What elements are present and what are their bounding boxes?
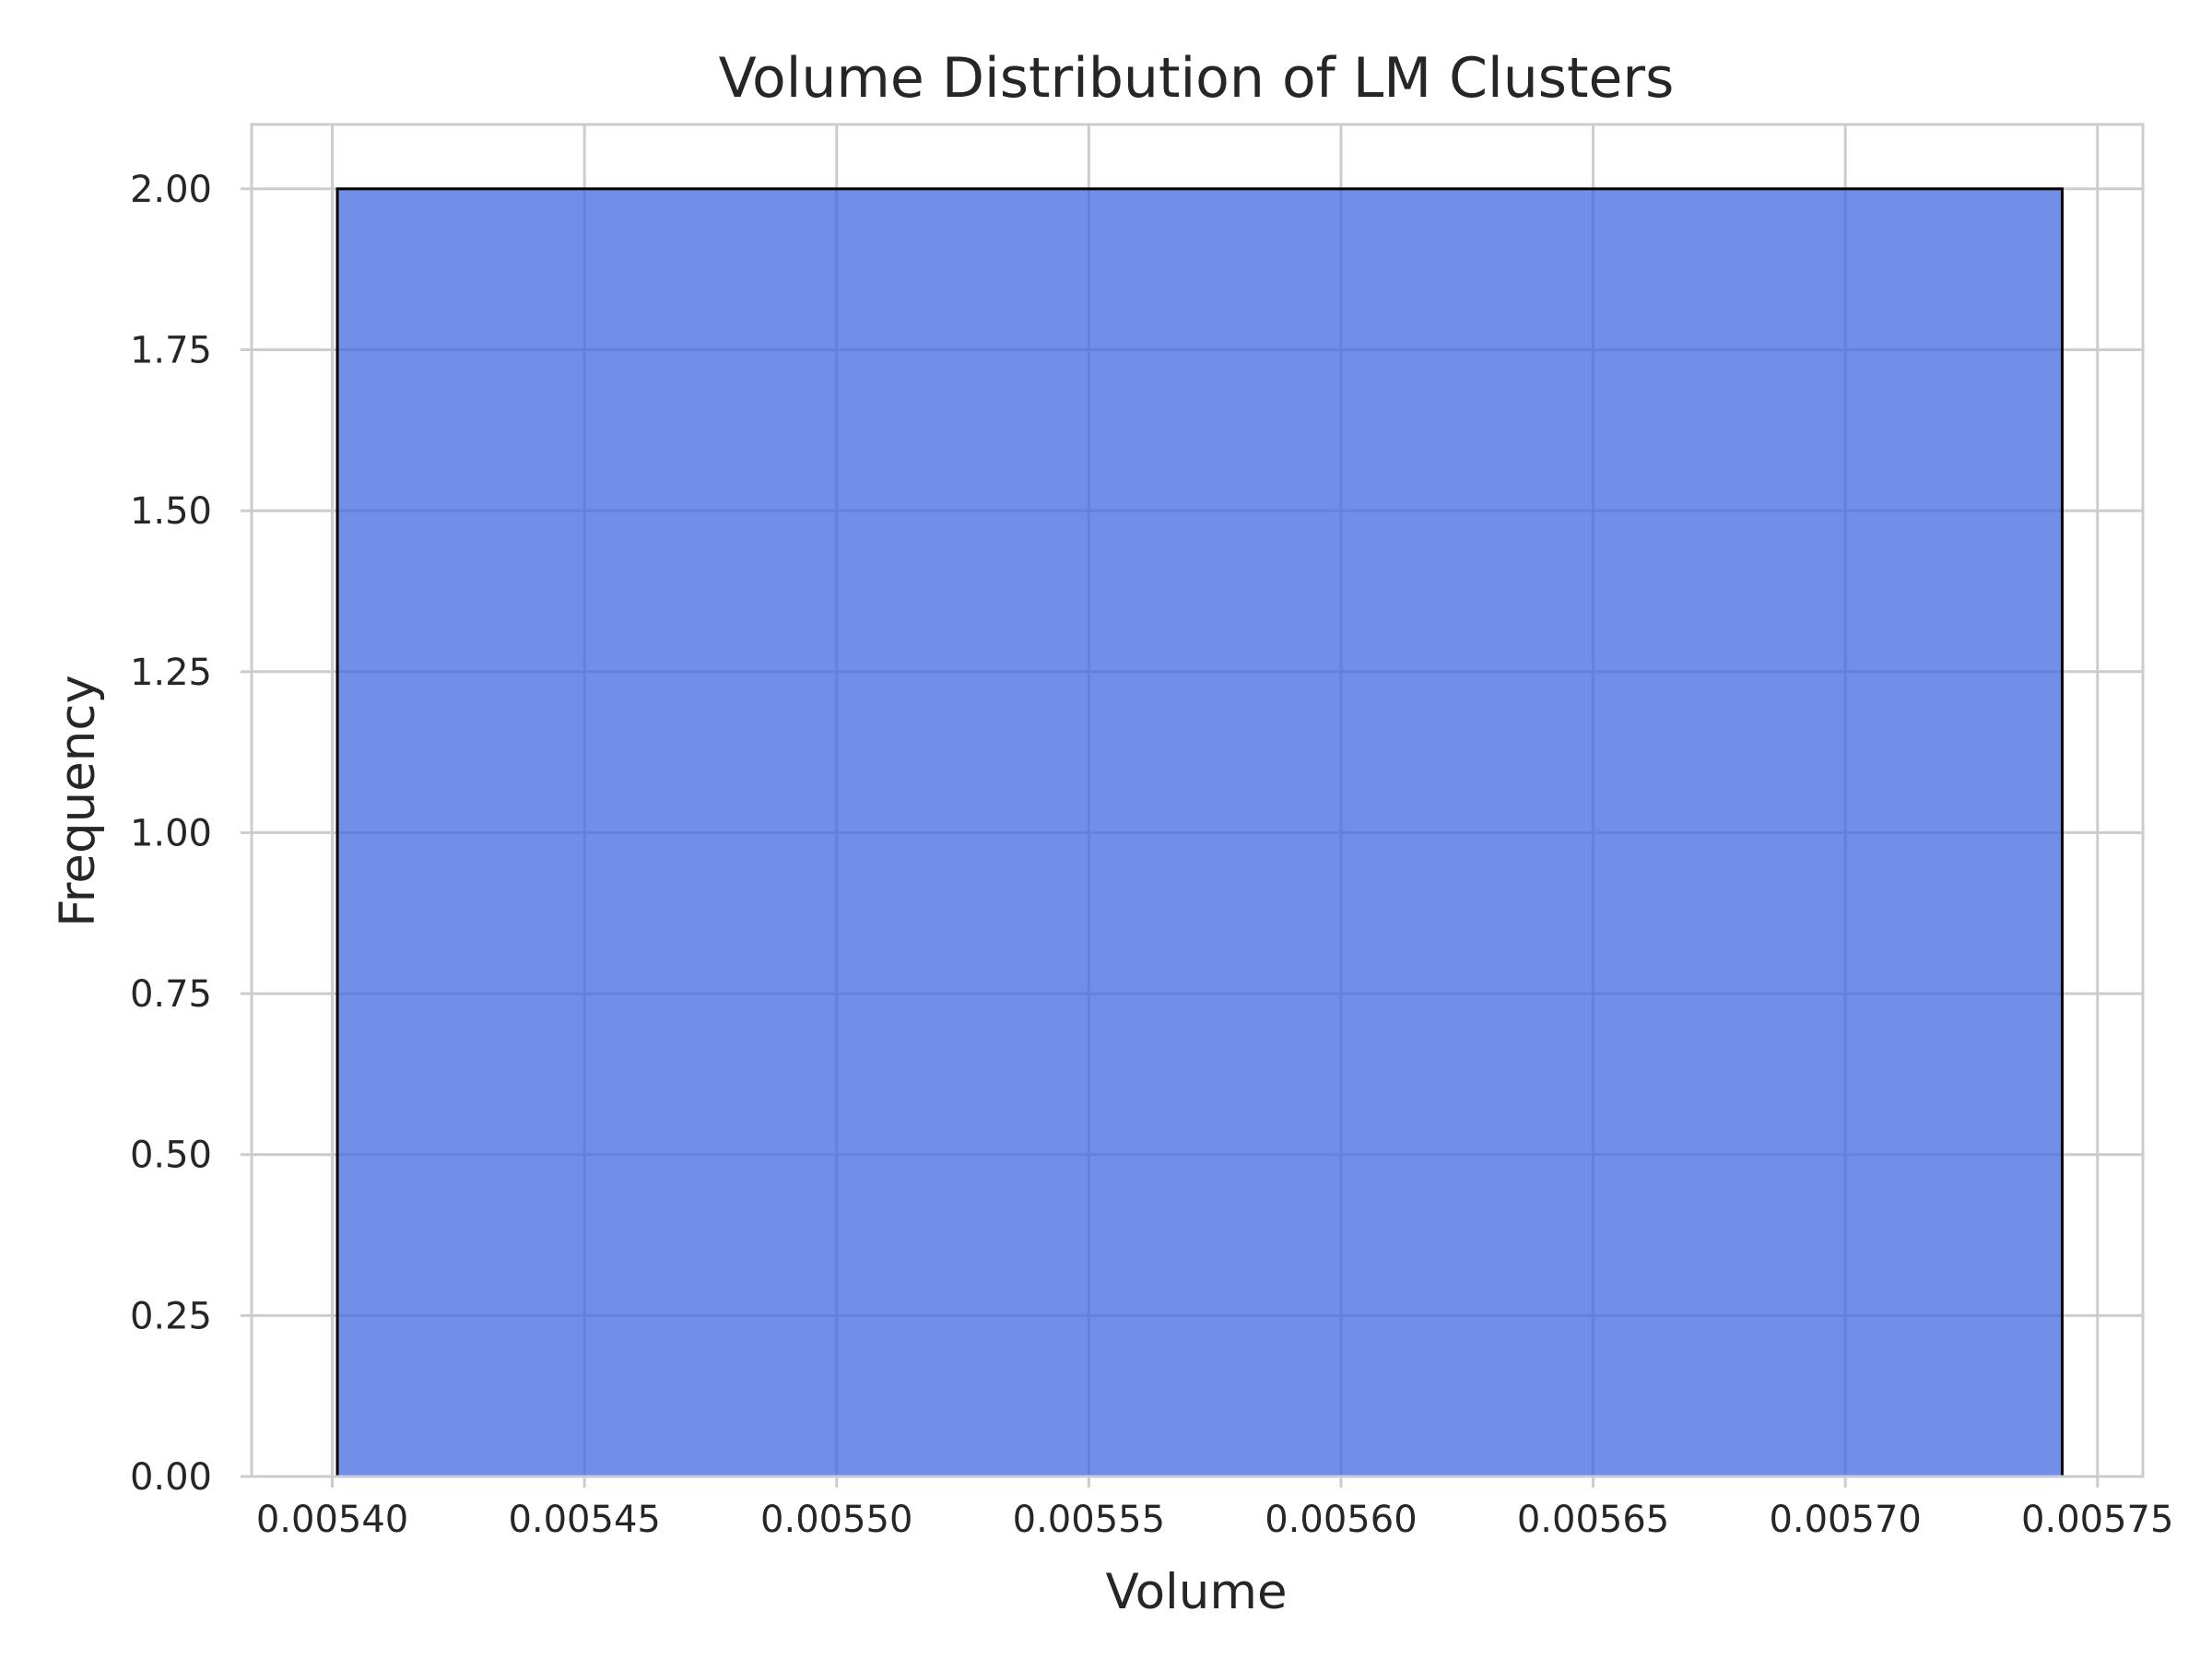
- y-tick-label: 0.00: [130, 1456, 212, 1499]
- y-tick-label: 1.25: [130, 652, 212, 694]
- y-tick-label: 0.25: [130, 1295, 212, 1337]
- plot-frame: [250, 123, 2145, 1478]
- x-tick-label: 0.00540: [256, 1499, 408, 1541]
- x-tick-labels: 0.00540 0.00545 0.00550 0.00555 0.00560 0.005…: [256, 1477, 2173, 1541]
- x-tick-label: 0.00560: [1265, 1499, 1417, 1541]
- x-tick-label: 0.00565: [1517, 1499, 1669, 1541]
- x-axis-label: Volume: [1105, 1564, 1287, 1620]
- x-tick-label: 0.00570: [1769, 1499, 1921, 1541]
- y-tick-label: 0.75: [130, 973, 212, 1016]
- x-tick-label: 0.00550: [760, 1499, 912, 1541]
- y-tick-label: 1.00: [130, 812, 212, 854]
- x-tick-label: 0.00545: [508, 1499, 660, 1541]
- chart-title: Volume Distribution of LM Clusters: [719, 46, 1675, 111]
- histogram-bar-0: [335, 187, 2064, 1478]
- y-tick-labels: 0.00 0.25 0.50 0.75 1.00 1.25 1.50 1.75 2.00: [130, 169, 252, 1499]
- y-tick-label: 1.50: [130, 490, 212, 533]
- histogram-bars: [335, 187, 2064, 1478]
- y-tick-label: 0.50: [130, 1135, 212, 1177]
- y-tick-label: 2.00: [130, 169, 212, 211]
- x-tick-label: 0.00555: [1013, 1499, 1165, 1541]
- y-axis-label: Frequency: [50, 675, 106, 927]
- x-tick-label: 0.00575: [2021, 1499, 2173, 1541]
- y-tick-label: 1.75: [130, 330, 212, 372]
